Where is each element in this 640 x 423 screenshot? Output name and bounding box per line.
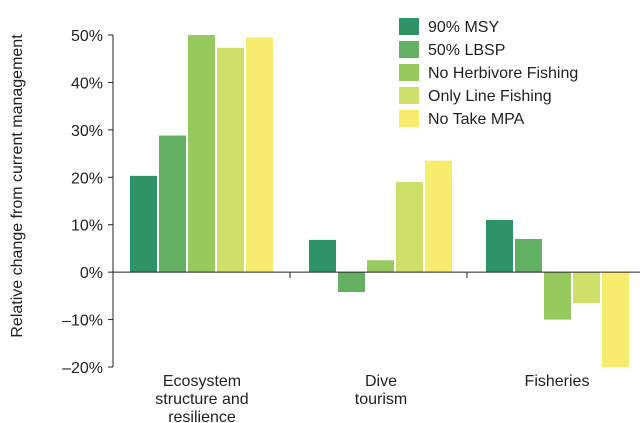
bar xyxy=(159,135,186,273)
category-label: Fisheries xyxy=(525,373,590,390)
legend: 90% MSY 50% LBSP No Herbivore Fishing Only … xyxy=(399,18,578,128)
legend-swatch xyxy=(399,64,419,81)
category-label: Ecosystem structure and resilience xyxy=(155,373,248,423)
y-tick-label: –20% xyxy=(62,360,103,377)
y-tick-label: –10% xyxy=(62,313,103,330)
y-tick-label: 10% xyxy=(71,218,103,235)
legend-swatch xyxy=(399,110,419,127)
legend-label: 90% MSY xyxy=(428,19,499,36)
y-axis: –20% –10% 0% 10% 20% 30% 40% 50% xyxy=(62,28,114,377)
bars xyxy=(130,35,629,367)
y-ticks: –20% –10% 0% 10% 20% 30% 40% 50% xyxy=(62,28,113,377)
bar xyxy=(338,272,365,293)
legend-label: 50% LBSP xyxy=(428,42,505,59)
y-tick-label: 30% xyxy=(71,123,103,140)
bar xyxy=(515,238,542,273)
legend-label: No Take MPA xyxy=(428,111,525,128)
bar xyxy=(130,175,157,273)
legend-label: Only Line Fishing xyxy=(428,88,552,105)
x-axis xyxy=(113,271,640,279)
category-labels: Ecosystem structure and resilience Dive tour… xyxy=(155,373,589,423)
bar xyxy=(246,37,273,273)
legend-label: No Herbivore Fishing xyxy=(428,65,578,82)
y-tick-label: 20% xyxy=(71,170,103,187)
bar xyxy=(544,272,571,320)
legend-swatch xyxy=(399,87,419,104)
bar xyxy=(573,272,600,303)
y-tick-label: 0% xyxy=(80,265,103,282)
bar xyxy=(188,35,215,273)
bar xyxy=(367,260,394,273)
legend-swatch xyxy=(399,41,419,58)
legend-swatch xyxy=(399,18,419,35)
bar xyxy=(425,160,452,273)
category-label: Dive tourism xyxy=(355,373,407,408)
bar xyxy=(486,219,513,273)
bar xyxy=(217,47,244,273)
bar xyxy=(602,272,629,367)
bar xyxy=(396,182,423,273)
y-axis-label: Relative change from current management xyxy=(9,34,26,338)
y-tick-label: 40% xyxy=(71,75,103,92)
y-tick-label: 50% xyxy=(71,28,103,45)
x-ticks xyxy=(289,272,468,279)
bar xyxy=(309,239,336,273)
